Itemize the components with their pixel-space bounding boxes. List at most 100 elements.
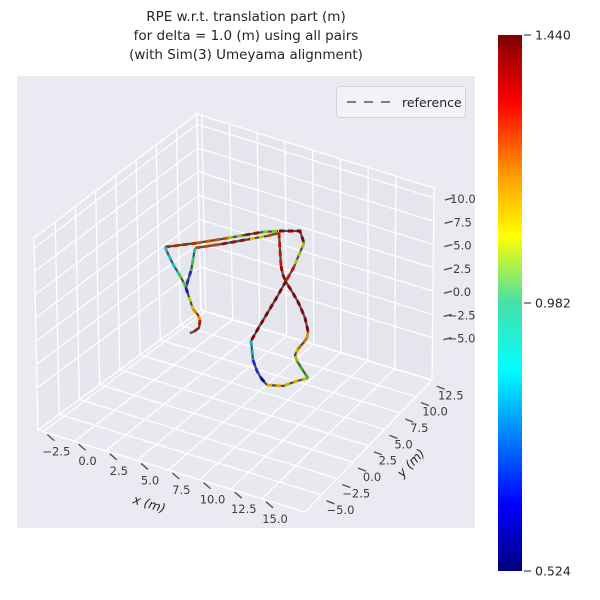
grid-line: [155, 144, 161, 341]
grid-line: [119, 369, 369, 447]
grid-line: [99, 384, 354, 463]
reference-dashed-line-sample: [347, 101, 391, 103]
colorbar-tick-mid: 0.982: [524, 296, 571, 311]
trajectory-estimate: [163, 229, 310, 388]
trajectory-segment: [184, 287, 191, 298]
tick-mark: [140, 462, 149, 470]
x-tick-label: 7.5: [172, 483, 190, 497]
grid-line: [36, 266, 201, 389]
grid-line: [199, 266, 433, 339]
tick-mark: [444, 243, 453, 248]
title-line-2: for delta = 1.0 (m) using all pairs: [133, 28, 359, 44]
colorbar-tick-mark: [524, 302, 531, 304]
trajectory-segment: [221, 237, 251, 246]
tick-mark: [405, 418, 414, 423]
y-tick-label: −5.0: [327, 503, 355, 517]
grid-line: [59, 413, 322, 496]
trajectory-segment: [295, 360, 310, 379]
y-tick-label: 10.0: [422, 405, 448, 419]
grid-line: [256, 132, 261, 328]
grid-line: [199, 242, 433, 316]
colorbar-tick-mark: [524, 34, 531, 36]
grid-line: [312, 150, 315, 345]
trajectory-segment: [292, 242, 306, 268]
tick-mark: [443, 267, 453, 271]
tick-mark: [109, 453, 118, 461]
trajectory-segment: [187, 296, 195, 310]
trajectory-segment: [184, 270, 193, 289]
grid-line: [175, 129, 182, 326]
tick-mark: [78, 443, 87, 451]
tick-mark: [265, 501, 274, 509]
trajectory-segment: [305, 330, 310, 339]
grid-line: [33, 123, 198, 249]
x-tick-label: 10.0: [200, 493, 226, 507]
colorbar-mid-value: 0.982: [535, 295, 571, 311]
legend-label-reference: reference: [402, 94, 462, 110]
trajectory-segment: [249, 234, 268, 241]
grid-line: [228, 124, 234, 320]
trajectory-segment: [284, 266, 296, 282]
colorbar-tick-mark: [524, 570, 531, 572]
legend: reference: [336, 86, 466, 118]
tick-mark: [326, 500, 335, 505]
z-tick-label: 10.0: [450, 192, 476, 206]
colorbar-gradient: [498, 35, 522, 571]
tick-mark: [342, 483, 351, 489]
trajectory-segment: [244, 230, 264, 237]
y-tick-label: 5.0: [394, 437, 412, 451]
trajectory-segment: [249, 280, 288, 342]
trajectory-segment: [266, 231, 280, 238]
title-line-3: (with Sim(3) Umeyama alignment): [129, 47, 363, 63]
y-tick-label: 0.0: [363, 470, 381, 484]
colorbar-max-value: 1.440: [535, 27, 571, 43]
grid-line: [201, 115, 207, 312]
trajectory-segment: [191, 308, 202, 321]
grid-line: [284, 141, 288, 336]
trajectory-segment: [293, 348, 300, 362]
y-tick-label: 7.5: [410, 421, 428, 435]
grid-line: [34, 171, 199, 296]
trajectory-segment: [194, 242, 223, 250]
tick-mark: [443, 290, 453, 294]
y-tick-label: −2.5: [342, 486, 370, 500]
tick-mark: [234, 491, 243, 499]
trajectory-segment: [277, 232, 283, 267]
x-tick-label: 15.0: [262, 512, 288, 526]
trajectory-segment: [262, 229, 279, 234]
x-tick-label: 5.0: [141, 473, 159, 487]
grid-line: [135, 160, 141, 355]
tick-mark: [46, 434, 55, 442]
trajectory-segment: [284, 281, 310, 332]
z-tick-label: 2.5: [453, 262, 471, 276]
trajectory-segment: [227, 233, 246, 240]
grid-line: [35, 195, 200, 319]
tick-mark: [357, 467, 367, 472]
z-tick-label: −2.5: [448, 308, 476, 322]
colorbar-tick-min: 0.524: [524, 564, 571, 579]
tick-mark: [444, 220, 453, 224]
grid-line: [79, 398, 338, 480]
grid-lines: [33, 114, 435, 500]
trajectory-segment: [259, 377, 269, 386]
grid-line: [200, 309, 432, 381]
z-tick-label: 7.5: [454, 215, 472, 229]
grid-line: [198, 218, 434, 292]
trajectory-segment: [266, 376, 309, 388]
trajectory-segment: [249, 340, 255, 361]
trajectory-segment: [279, 265, 288, 283]
reference-path: [196, 236, 229, 245]
grid-line: [115, 175, 121, 370]
x-tick-label: 12.5: [231, 502, 257, 516]
grid-line: [139, 354, 385, 430]
tick-mark: [444, 197, 454, 201]
grid-line: [197, 123, 435, 199]
grid-line: [34, 147, 199, 272]
trajectory-segment: [251, 359, 263, 379]
grid-line: [394, 176, 397, 369]
grid-line: [35, 218, 200, 342]
grid-line: [74, 206, 81, 400]
tick-mark: [171, 472, 180, 480]
